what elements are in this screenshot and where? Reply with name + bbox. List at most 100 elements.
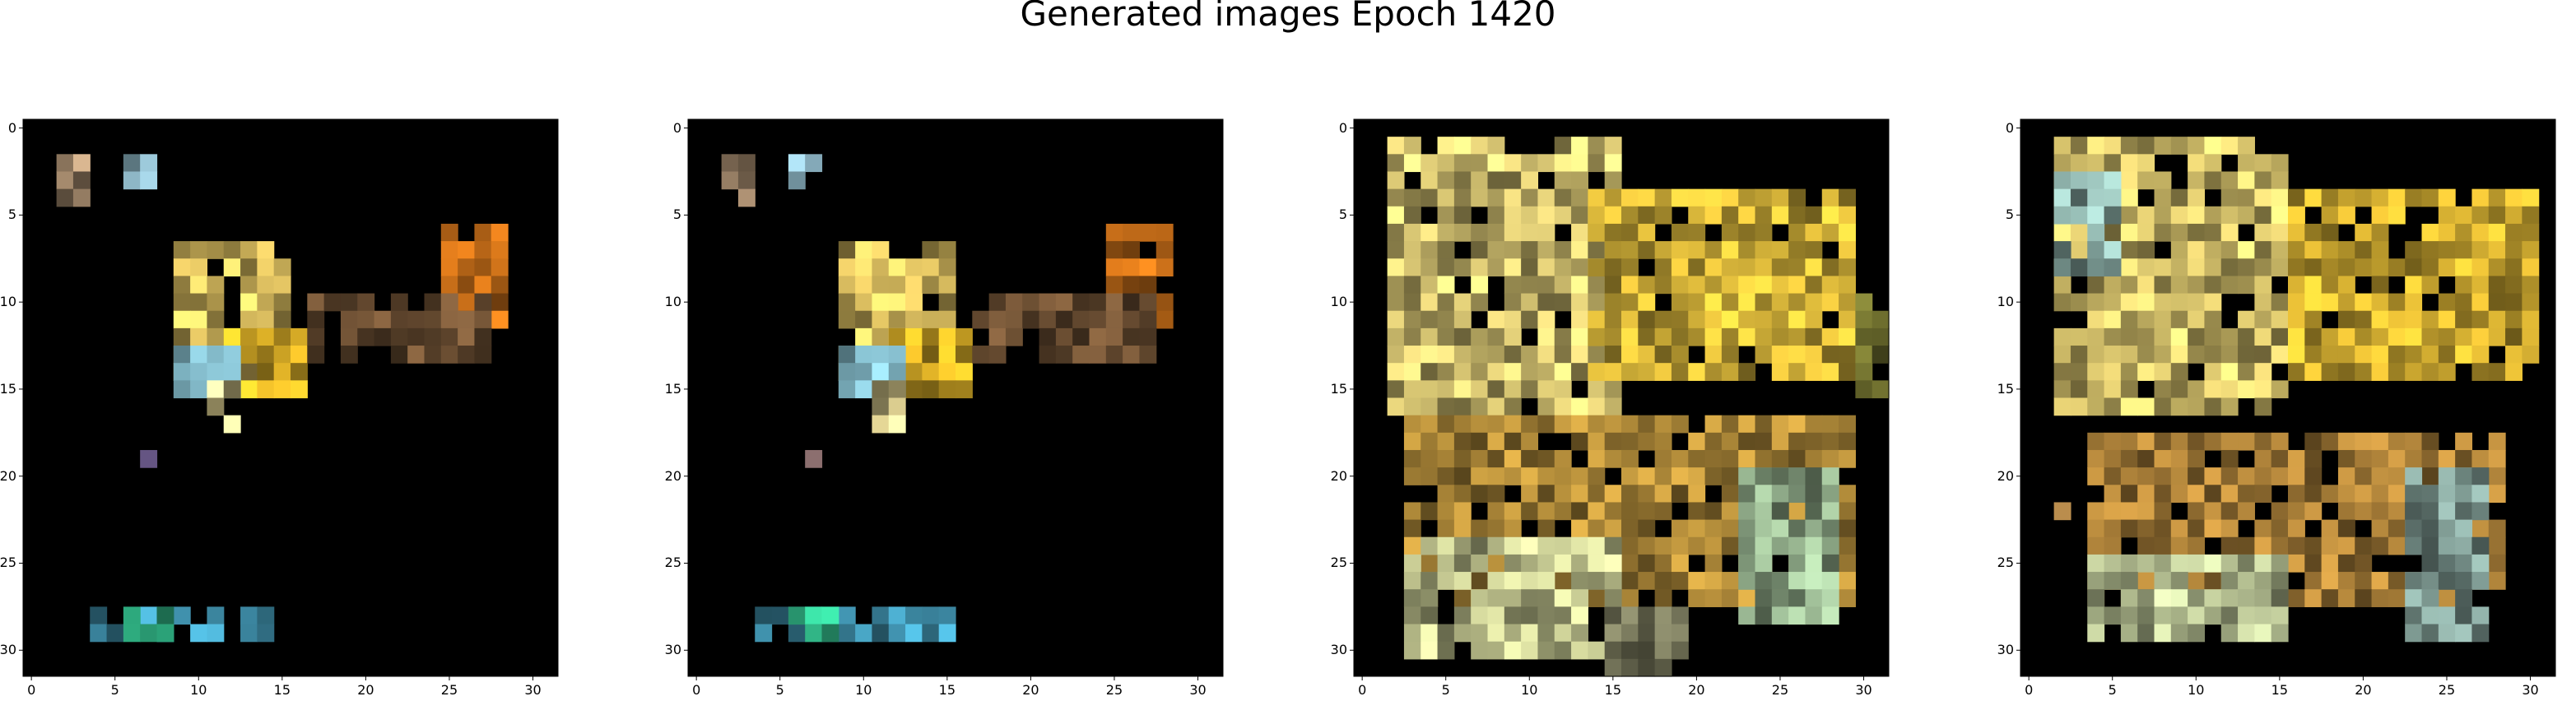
pixel [2204,606,2222,625]
pixel [1621,363,1639,381]
pixel [905,346,923,364]
pixel [1487,606,1505,625]
pixel [2254,432,2272,451]
pixel [1421,432,1439,451]
pixel [2421,432,2439,451]
pixel [2405,188,2423,207]
pixel [2120,346,2138,364]
pixel [2321,485,2339,504]
pixel [2304,432,2323,451]
pixel [240,276,258,295]
pixel [1738,449,1756,468]
pixel [2438,572,2456,590]
pixel [2438,519,2456,538]
pixel [2371,206,2389,225]
pixel [1805,467,1823,485]
pixel [2104,397,2122,416]
pixel [2087,572,2105,590]
y-tick-label: 25 [664,555,681,571]
pixel [2288,206,2305,225]
pixel [1571,519,1588,538]
pixel [1487,589,1505,607]
pixel [2170,293,2188,312]
pixel [1437,380,1455,399]
pixel [1537,276,1555,295]
pixel [458,276,476,295]
y-tick-label: 20 [1997,467,2014,484]
pixel [2337,449,2355,468]
pixel [2455,467,2473,485]
pixel [1738,258,1756,277]
pixel [1521,432,1539,451]
pixel [2471,346,2490,364]
pixel [2238,624,2255,643]
x-tick-label: 10 [1521,682,1538,698]
pixel [2120,293,2138,312]
y-tick-label: 10 [1997,294,2014,310]
pixel [2337,432,2355,451]
pixel [1453,624,1472,643]
pixel [888,293,906,312]
pixel [1123,293,1141,312]
pixel [173,346,191,364]
pixel [2371,572,2389,590]
pixel [1504,449,1522,468]
pixel [1453,206,1472,225]
pixel [1588,449,1606,468]
pixel [1721,589,1739,607]
pixel [273,327,291,346]
pixel [1571,624,1588,643]
pixel [2154,449,2172,468]
pixel [1621,415,1639,434]
pixel [1453,293,1472,312]
pixel [2355,536,2373,555]
pixel [1421,327,1439,346]
pixel [273,363,291,381]
x-tick-label: 5 [110,682,119,698]
pixel [855,624,873,643]
pixel [922,346,940,364]
pixel [1805,589,1823,607]
x-tick-label: 10 [2188,682,2205,698]
pixel [2220,380,2239,399]
pixel [2137,154,2155,173]
pixel [1721,363,1739,381]
x-tick-label: 10 [855,682,872,698]
pixel [2188,346,2206,364]
pixel [956,346,973,364]
pixel [1788,485,1806,504]
pixel [2271,554,2289,573]
pixel [1554,397,1572,416]
pixel [2204,258,2222,277]
pixel [1005,310,1023,329]
pixel [905,293,923,312]
pixel [2438,327,2456,346]
pixel [1755,293,1773,312]
pixel [2204,519,2222,538]
pixel [1621,276,1639,295]
pixel [1487,519,1505,538]
pixel [190,276,208,295]
pixel [1721,206,1739,225]
pixel [2170,624,2188,643]
pixel [291,327,308,346]
pixel [1738,467,1756,485]
pixel [1421,223,1439,242]
pixel [2220,624,2239,643]
pixel [2405,449,2423,468]
pixel [2070,346,2088,364]
pixel [2087,554,2105,573]
pixel [1671,276,1689,295]
pixel [1403,467,1421,485]
pixel [2087,519,2105,538]
pixel [1421,346,1439,364]
pixel [1403,206,1421,225]
pixel [2137,554,2155,573]
pixel [2388,327,2406,346]
pixel [2220,432,2239,451]
pixel [190,346,208,364]
pixel [2070,154,2088,173]
pixel [1403,154,1421,173]
pixel [407,327,425,346]
pixel [2321,432,2339,451]
